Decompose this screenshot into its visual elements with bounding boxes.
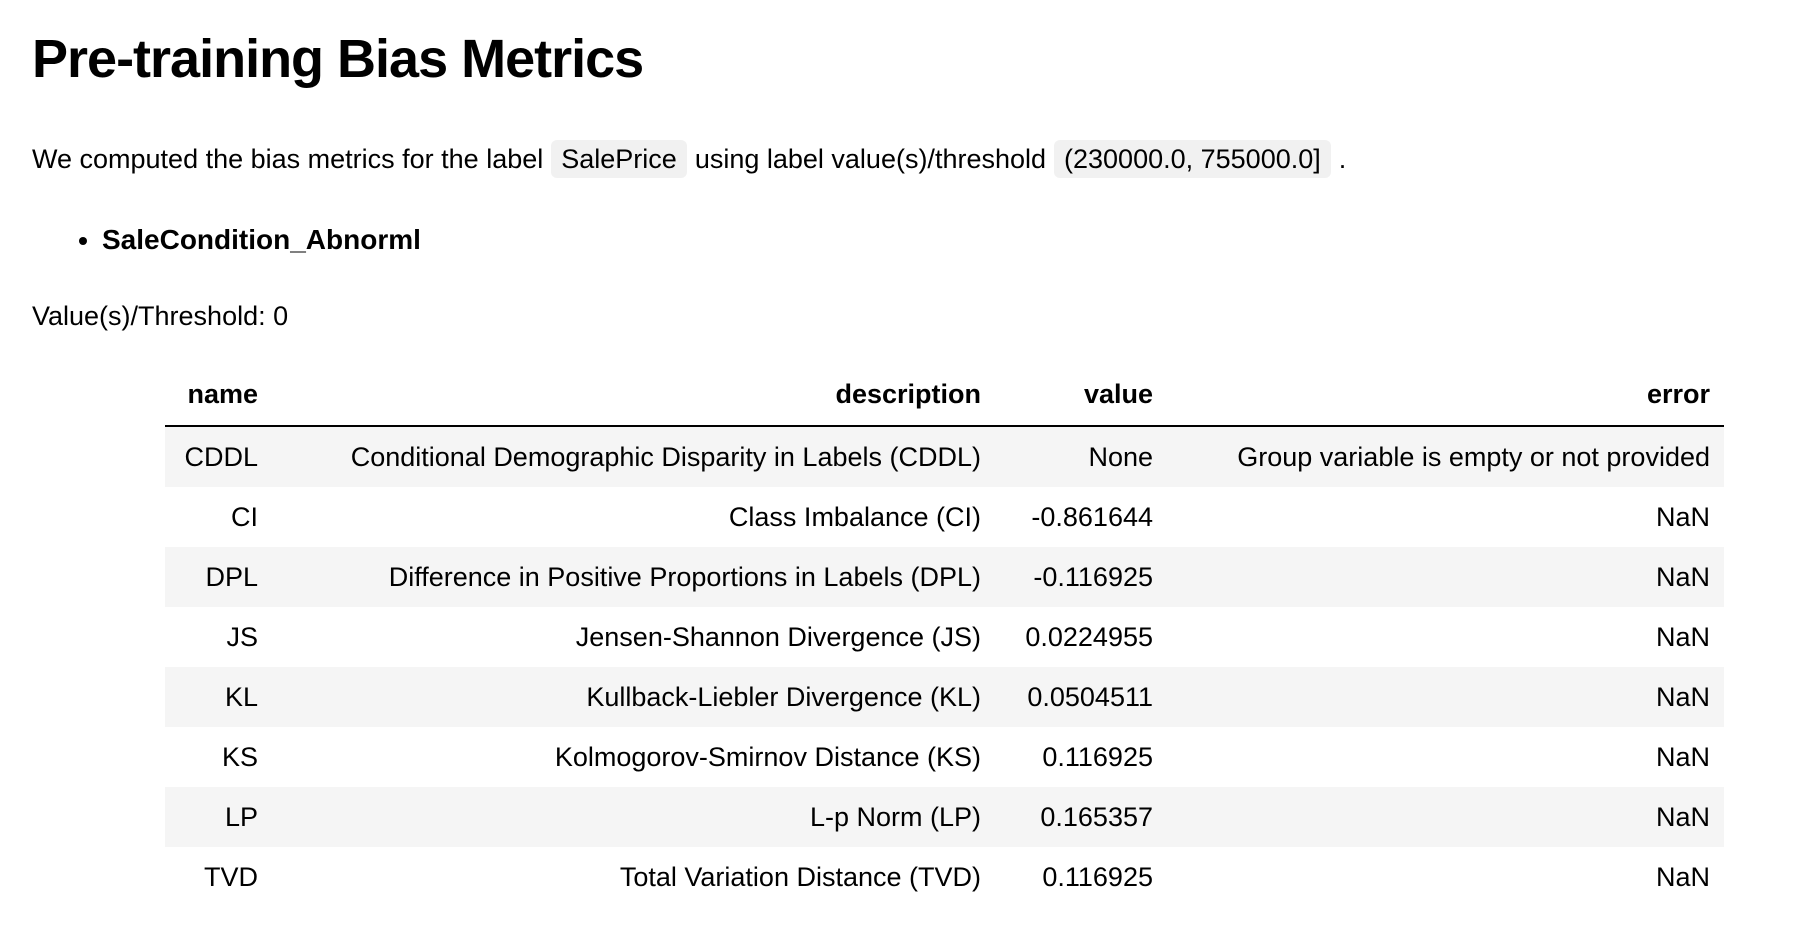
cell-description: Total Variation Distance (TVD)	[619, 862, 981, 893]
table-body: CDDL Conditional Demographic Disparity in…	[165, 426, 1724, 907]
cell-value: 0.116925	[1042, 862, 1153, 893]
facet-name: SaleCondition_Abnorml	[102, 224, 421, 256]
cell-error: NaN	[1655, 562, 1710, 593]
cell-name: KS	[221, 742, 258, 773]
cell-error: NaN	[1655, 622, 1710, 653]
facet-list-item: SaleCondition_Abnorml	[102, 223, 1782, 257]
column-header-value: value	[995, 377, 1167, 428]
cell-value: -0.116925	[1033, 562, 1153, 593]
cell-value: 0.165357	[1040, 802, 1153, 833]
cell-error: Group variable is empty or not provided	[1237, 442, 1710, 473]
table-row: TVD Total Variation Distance (TVD) 0.11692…	[165, 847, 1724, 907]
cell-value: -0.861644	[1031, 502, 1153, 533]
cell-error: NaN	[1655, 742, 1710, 773]
cell-description: Jensen-Shannon Divergence (JS)	[575, 622, 981, 653]
cell-name: TVD	[204, 862, 258, 893]
threshold-code-chip: (230000.0, 755000.0]	[1054, 140, 1331, 179]
table-row: KS Kolmogorov-Smirnov Distance (KS) 0.1169…	[165, 727, 1724, 787]
cell-error: NaN	[1655, 862, 1710, 893]
cell-value: 0.0224955	[1025, 622, 1153, 653]
intro-text-2: using label value(s)/threshold	[694, 144, 1047, 175]
cell-description: Conditional Demographic Disparity in Lab…	[350, 442, 981, 473]
cell-error: NaN	[1655, 502, 1710, 533]
facet-list: SaleCondition_Abnorml	[32, 223, 1782, 257]
column-header-description: description	[272, 377, 995, 428]
cell-name: LP	[224, 802, 258, 833]
cell-name: CDDL	[184, 442, 258, 473]
facet-threshold-text: Value(s)/Threshold: 0	[32, 301, 289, 332]
cell-name: CI	[231, 502, 258, 533]
cell-name: KL	[224, 682, 258, 713]
bias-metrics-table: name description value error CDDL Conditi…	[165, 377, 1724, 907]
table-row: DPL Difference in Positive Proportions in…	[165, 547, 1724, 608]
cell-description: Kolmogorov-Smirnov Distance (KS)	[554, 742, 981, 773]
table-row: JS Jensen-Shannon Divergence (JS) 0.022495…	[165, 607, 1724, 667]
cell-value: 0.116925	[1042, 742, 1153, 773]
cell-description: Difference in Positive Proportions in La…	[388, 562, 981, 593]
page-title: Pre-training Bias Metrics	[32, 29, 644, 89]
cell-name: JS	[226, 622, 258, 653]
intro-text-3: .	[1338, 144, 1347, 175]
table-row: LP L-p Norm (LP) 0.165357 NaN	[165, 787, 1724, 848]
intro-text-1: We computed the bias metrics for the lab…	[32, 144, 544, 175]
table-row: CDDL Conditional Demographic Disparity in…	[165, 426, 1724, 488]
cell-value: 0.0504511	[1027, 682, 1153, 713]
notebook-output: Pre-training Bias Metrics We computed th…	[0, 0, 1812, 907]
cell-value: None	[1088, 442, 1153, 473]
cell-description: Class Imbalance (CI)	[728, 502, 981, 533]
cell-name: DPL	[205, 562, 258, 593]
cell-error: NaN	[1655, 682, 1710, 713]
column-header-name: name	[165, 377, 272, 428]
column-header-error: error	[1167, 377, 1724, 428]
cell-description: Kullback-Liebler Divergence (KL)	[586, 682, 981, 713]
cell-error: NaN	[1655, 802, 1710, 833]
table-row: CI Class Imbalance (CI) -0.861644 NaN	[165, 487, 1724, 547]
table-header-row: name description value error	[165, 377, 1724, 428]
cell-description: L-p Norm (LP)	[809, 802, 981, 833]
label-code-chip: SalePrice	[551, 140, 687, 179]
intro-paragraph: We computed the bias metrics for the lab…	[32, 139, 1782, 179]
table-row: KL Kullback-Liebler Divergence (KL) 0.0504…	[165, 667, 1724, 728]
